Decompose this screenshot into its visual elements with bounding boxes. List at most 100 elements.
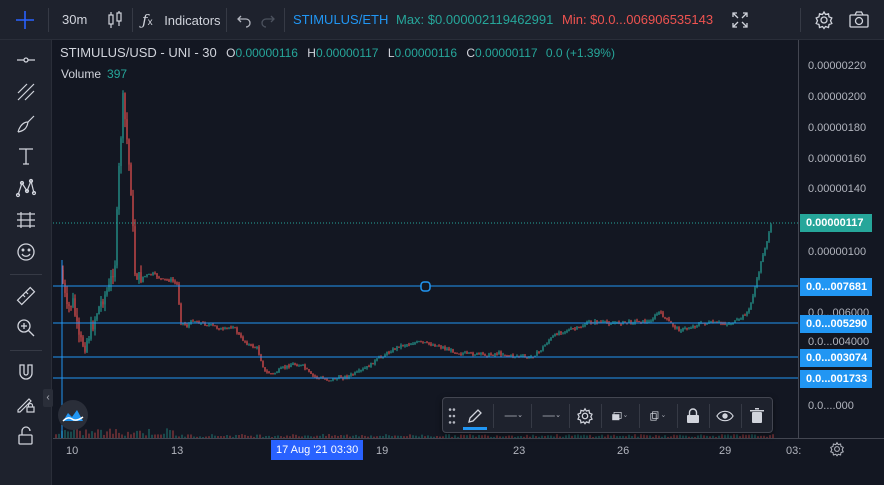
- line-style-dropdown[interactable]: [535, 402, 567, 430]
- bottom-strip: [53, 462, 884, 485]
- price-tick-label: 0.00000220: [808, 60, 867, 72]
- volume-bar: [436, 435, 438, 438]
- ohlc-legend: STIMULUS/USD - UNI - 30 O0.00000116 H0.0…: [60, 45, 615, 60]
- volume-bar: [289, 436, 291, 438]
- volume-bar: [679, 434, 681, 438]
- candle-body: [230, 327, 232, 329]
- candle-body: [188, 323, 190, 327]
- trash-delete-icon[interactable]: [743, 402, 771, 430]
- volume-bar: [751, 434, 753, 438]
- text-tool-icon[interactable]: [12, 142, 40, 170]
- price-axis[interactable]: 0.00000220 0.00000200 0.00000180 0.00000160…: [798, 40, 884, 438]
- volume-bar: [97, 429, 99, 438]
- volume-bar: [739, 436, 741, 438]
- candle-body: [566, 330, 568, 332]
- volume-bar: [229, 435, 231, 438]
- candle-body: [538, 351, 540, 353]
- drawing-settings-gear-icon[interactable]: [571, 402, 599, 430]
- candle-body: [146, 274, 148, 276]
- volume-bar: [547, 435, 549, 438]
- volume-bar: [592, 436, 594, 438]
- unlock-icon[interactable]: [12, 422, 40, 450]
- volume-bar: [85, 429, 87, 438]
- candle-body: [378, 356, 380, 359]
- candle-body: [464, 352, 466, 354]
- emoji-smile-icon[interactable]: [12, 238, 40, 266]
- time-tick-label: 10: [66, 445, 79, 457]
- lock-icon[interactable]: [679, 402, 707, 430]
- candle-body: [408, 344, 410, 346]
- camera-icon[interactable]: [848, 0, 870, 40]
- volume-bar: [340, 434, 342, 438]
- interval-button[interactable]: 30m: [62, 0, 87, 40]
- volume-bar: [334, 435, 336, 438]
- candle-body: [442, 347, 444, 349]
- candle-body: [662, 312, 664, 318]
- settings-gear-icon[interactable]: [814, 0, 834, 40]
- volume-bar: [337, 435, 339, 438]
- axis-settings-gear-icon[interactable]: [829, 441, 845, 462]
- indicators-button[interactable]: ƒx Indicators: [142, 0, 221, 40]
- candle-body: [280, 367, 282, 369]
- line-color-pencil-icon[interactable]: [461, 402, 489, 430]
- redo-icon[interactable]: [260, 0, 276, 40]
- volume-bar: [457, 436, 459, 438]
- zoom-in-icon[interactable]: [12, 314, 40, 342]
- candle-body: [712, 321, 714, 324]
- prediction-measure-icon[interactable]: [12, 206, 40, 234]
- candle-body: [766, 241, 768, 249]
- indicators-label: Indicators: [164, 13, 221, 28]
- volume-bar: [205, 436, 207, 438]
- volume-bar: [526, 434, 528, 438]
- visibility-eye-icon[interactable]: [711, 402, 739, 430]
- chart-logo-icon[interactable]: [58, 400, 88, 430]
- candle-body: [356, 371, 358, 373]
- candle-body: [268, 372, 270, 374]
- candle-body: [176, 282, 178, 284]
- candle-body: [660, 311, 662, 313]
- candle-body: [156, 273, 158, 278]
- candle-body: [572, 328, 574, 330]
- candle-body: [504, 354, 506, 356]
- symbol-title[interactable]: STIMULUS/USD - UNI - 30: [60, 45, 217, 60]
- cursor-dot-line-icon[interactable]: [12, 46, 40, 74]
- pattern-tool-icon[interactable]: [12, 174, 40, 202]
- candle-body: [560, 331, 562, 334]
- candle-body: [608, 322, 610, 325]
- ruler-icon[interactable]: [12, 282, 40, 310]
- magnet-icon[interactable]: [12, 358, 40, 386]
- volume-bar: [514, 436, 516, 438]
- candle-body: [258, 346, 260, 355]
- undo-icon[interactable]: [236, 0, 252, 40]
- candle-body: [388, 352, 390, 354]
- candle-body: [606, 321, 608, 323]
- volume-bar: [538, 436, 540, 438]
- volume-bar: [151, 434, 153, 438]
- brush-icon[interactable]: [12, 110, 40, 138]
- trend-line-tools-icon[interactable]: [12, 78, 40, 106]
- candle-body: [206, 325, 208, 327]
- candles-icon[interactable]: [106, 0, 124, 40]
- crosshair-logo-icon[interactable]: [14, 0, 36, 40]
- candle-body: [136, 274, 138, 280]
- volume-bar: [640, 434, 642, 438]
- volume-bar: [481, 435, 483, 438]
- line-width-dropdown[interactable]: [497, 402, 529, 430]
- chart-pane[interactable]: [53, 40, 798, 438]
- candle-body: [524, 355, 526, 357]
- candle-body: [728, 323, 730, 325]
- clone-icon[interactable]: [641, 402, 675, 430]
- time-axis[interactable]: 10 13 19 23 26 29 03: 17 Aug '21 03:30: [53, 438, 884, 462]
- volume-bar: [733, 434, 735, 438]
- lock-drawings-pencil-icon[interactable]: [12, 390, 40, 418]
- fullscreen-icon[interactable]: [731, 0, 749, 40]
- volume-bar: [313, 436, 315, 438]
- candle-body: [424, 342, 426, 344]
- candle-body: [82, 337, 84, 346]
- candle-body: [434, 344, 436, 347]
- volume-legend: Volume 397: [61, 67, 127, 81]
- candle-body: [598, 321, 600, 323]
- collapse-toolbar-chevron-icon[interactable]: ‹: [43, 389, 53, 407]
- drag-handle-icon[interactable]: [447, 402, 457, 430]
- visual-order-icon[interactable]: [603, 402, 637, 430]
